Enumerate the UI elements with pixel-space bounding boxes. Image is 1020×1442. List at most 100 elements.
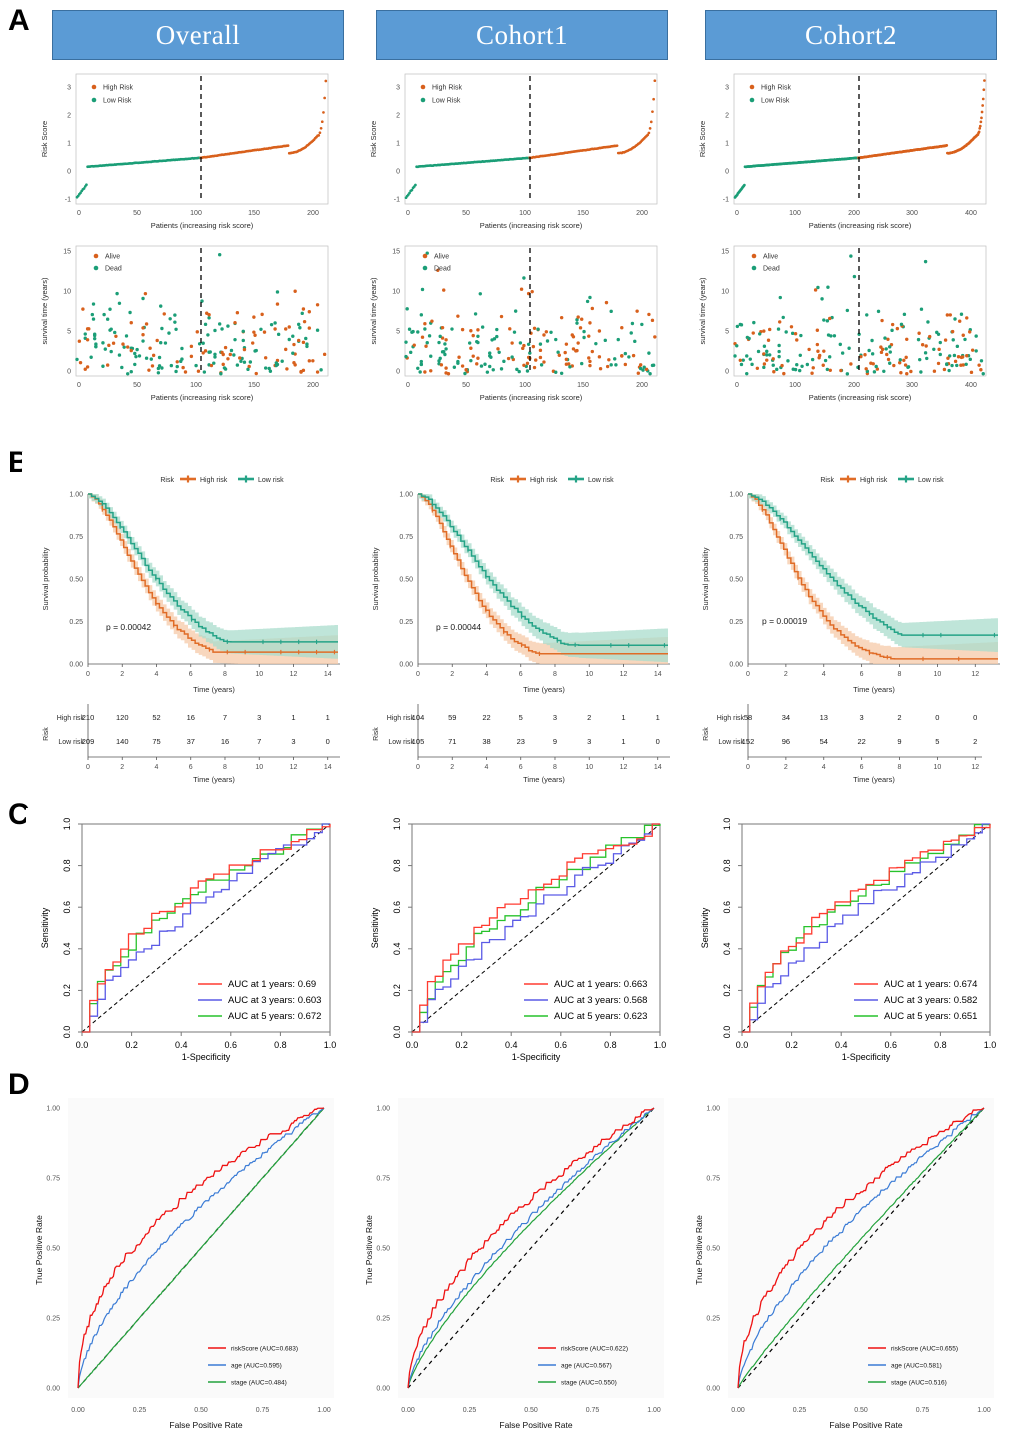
x-axis-label: False Positive Rate <box>499 1420 572 1430</box>
roc-curves <box>742 823 991 1033</box>
reference-diagonal <box>741 823 991 1033</box>
xtick: 14 <box>654 671 662 678</box>
ytick: 1.00 <box>706 1106 720 1113</box>
xtick: 100 <box>190 382 202 389</box>
risk-table-xtick: 2 <box>450 764 454 771</box>
xtick: 0.8 <box>274 1040 287 1050</box>
ytick: 0.00 <box>46 1386 60 1393</box>
risk-table-xtick: 10 <box>255 764 263 771</box>
xtick: 50 <box>462 210 470 217</box>
risk-table-cell: 3 <box>291 737 295 746</box>
xtick: 2 <box>784 671 788 678</box>
legend-dot-high-risk <box>91 84 97 90</box>
panelA-riskscore-cohort1: -1 0 1 2 3 0 50 100 150 200 Patients (in… <box>363 68 673 238</box>
risk-table-xtick: 4 <box>485 764 489 771</box>
x-axis-ticks: 0 50 100 150 200 <box>77 210 319 217</box>
ytick: 0.25 <box>706 1316 720 1323</box>
risk-table-xtick: 12 <box>620 764 628 771</box>
xtick: 0 <box>406 382 410 389</box>
xtick: 200 <box>307 210 319 217</box>
risk-table-cell: 37 <box>187 737 195 746</box>
legend-age: age (AUC=0.595) <box>231 1363 282 1370</box>
risk-table-cell: 0 <box>326 737 330 746</box>
axis-frame <box>404 73 658 205</box>
x-axis-label: 1-Specificity <box>842 1052 891 1062</box>
panelA-scatter-overall: 0 5 10 15 0 50 100 150 200 Patients (inc… <box>34 240 344 412</box>
y-axis-label: Survival probability <box>701 547 710 610</box>
x-axis-label: 1-Specificity <box>512 1052 561 1062</box>
xtick: 6 <box>860 671 864 678</box>
xtick: 6 <box>189 671 193 678</box>
x-axis-label: Patients (increasing risk score) <box>480 393 583 402</box>
legend: Alive Dead <box>93 254 122 273</box>
y-axis-label: survival time (years) <box>369 277 378 345</box>
legend-dot-dead <box>751 265 757 271</box>
ytick: 5 <box>725 329 729 336</box>
panelA-scatter-cohort1: 0 5 10 15 0 50 100 150 200 Patients (inc… <box>363 240 673 412</box>
risk-table-xtick: 12 <box>971 764 979 771</box>
ytick: -1 <box>723 197 729 204</box>
risk-table-cell: 1 <box>656 713 660 722</box>
xtick: 0.75 <box>916 1407 930 1414</box>
risk-table-label: Risk <box>703 727 710 741</box>
xtick: 200 <box>307 382 319 389</box>
xtick: 0 <box>735 210 739 217</box>
risk-table-cell: 140 <box>116 737 129 746</box>
ytick: 3 <box>67 85 71 92</box>
ytick: 1 <box>725 141 729 148</box>
ytick: 0.4 <box>392 943 402 956</box>
x-axis-ticks: 0.00 0.25 0.50 0.75 1.00 <box>731 1407 991 1414</box>
xtick: 100 <box>190 210 202 217</box>
ytick: 1.00 <box>376 1106 390 1113</box>
km-legend-title: Risk <box>490 477 504 484</box>
xtick: 1.0 <box>654 1040 667 1050</box>
km-curves <box>88 493 338 664</box>
risk-table-cell: 7 <box>223 713 227 722</box>
legend-dot-dead <box>93 265 99 271</box>
y-axis-label: True Positive Rate <box>34 1215 44 1285</box>
risk-table: Risk High risk Low risk 5815234961354322… <box>703 704 982 758</box>
ytick: 0.75 <box>706 1176 720 1183</box>
xtick: 12 <box>971 671 979 678</box>
axis-frame <box>81 823 331 1033</box>
ytick: 3 <box>725 85 729 92</box>
xtick: 0.75 <box>586 1407 600 1414</box>
axis-frame <box>404 245 658 377</box>
km-legend-high-risk: High risk <box>200 477 228 484</box>
roc-legend: riskScore (AUC=0.683) age (AUC=0.595) st… <box>208 1346 298 1387</box>
ytick: 1.0 <box>392 818 402 831</box>
x-axis-ticks: 0 50 100 150 200 <box>77 382 319 389</box>
panelD-roc-cohort1: 0.00 0.25 0.50 0.75 1.00 0.00 0.25 0.50 0.75 1.0… <box>356 1090 676 1435</box>
xtick: 8 <box>553 671 557 678</box>
legend-auc-3y: AUC at 3 years: 0.582 <box>884 995 977 1006</box>
ytick: 0.00 <box>399 662 413 669</box>
ytick: 0.75 <box>376 1176 390 1183</box>
legend-dot-high-risk <box>749 84 755 90</box>
xtick: 0.00 <box>401 1407 415 1414</box>
roc-curves <box>737 1107 985 1389</box>
xtick: 0 <box>77 382 81 389</box>
risk-table-cell: 3 <box>860 713 864 722</box>
risk-table-cell: 105 <box>412 737 425 746</box>
legend-riskscore: riskScore (AUC=0.655) <box>891 1346 958 1353</box>
ytick: 0.00 <box>376 1386 390 1393</box>
x-axis-ticks: 0 100 200 300 400 <box>735 210 977 217</box>
legend: High Risk Low Risk <box>420 85 462 105</box>
legend-dot-alive <box>751 253 757 259</box>
panel-letter-a: A <box>8 4 30 37</box>
xtick: 50 <box>133 382 141 389</box>
risk-table-cell: 23 <box>517 737 525 746</box>
risk-table-cell: 54 <box>820 737 828 746</box>
risk-table-xtick: 0 <box>86 764 90 771</box>
xtick: 6 <box>519 671 523 678</box>
risk-table-xtick: 2 <box>120 764 124 771</box>
p-value: p = 0.00044 <box>436 622 481 632</box>
xtick: 100 <box>789 210 801 217</box>
ytick: 0.00 <box>706 1386 720 1393</box>
y-axis-label: survival time (years) <box>40 277 49 345</box>
ytick: 0 <box>67 169 71 176</box>
y-axis-ticks: -1 0 1 2 3 <box>65 85 71 204</box>
risk-row-label-low: Low risk <box>718 739 744 746</box>
y-axis-ticks: 0.00 0.25 0.50 0.75 1.00 <box>46 1106 60 1393</box>
